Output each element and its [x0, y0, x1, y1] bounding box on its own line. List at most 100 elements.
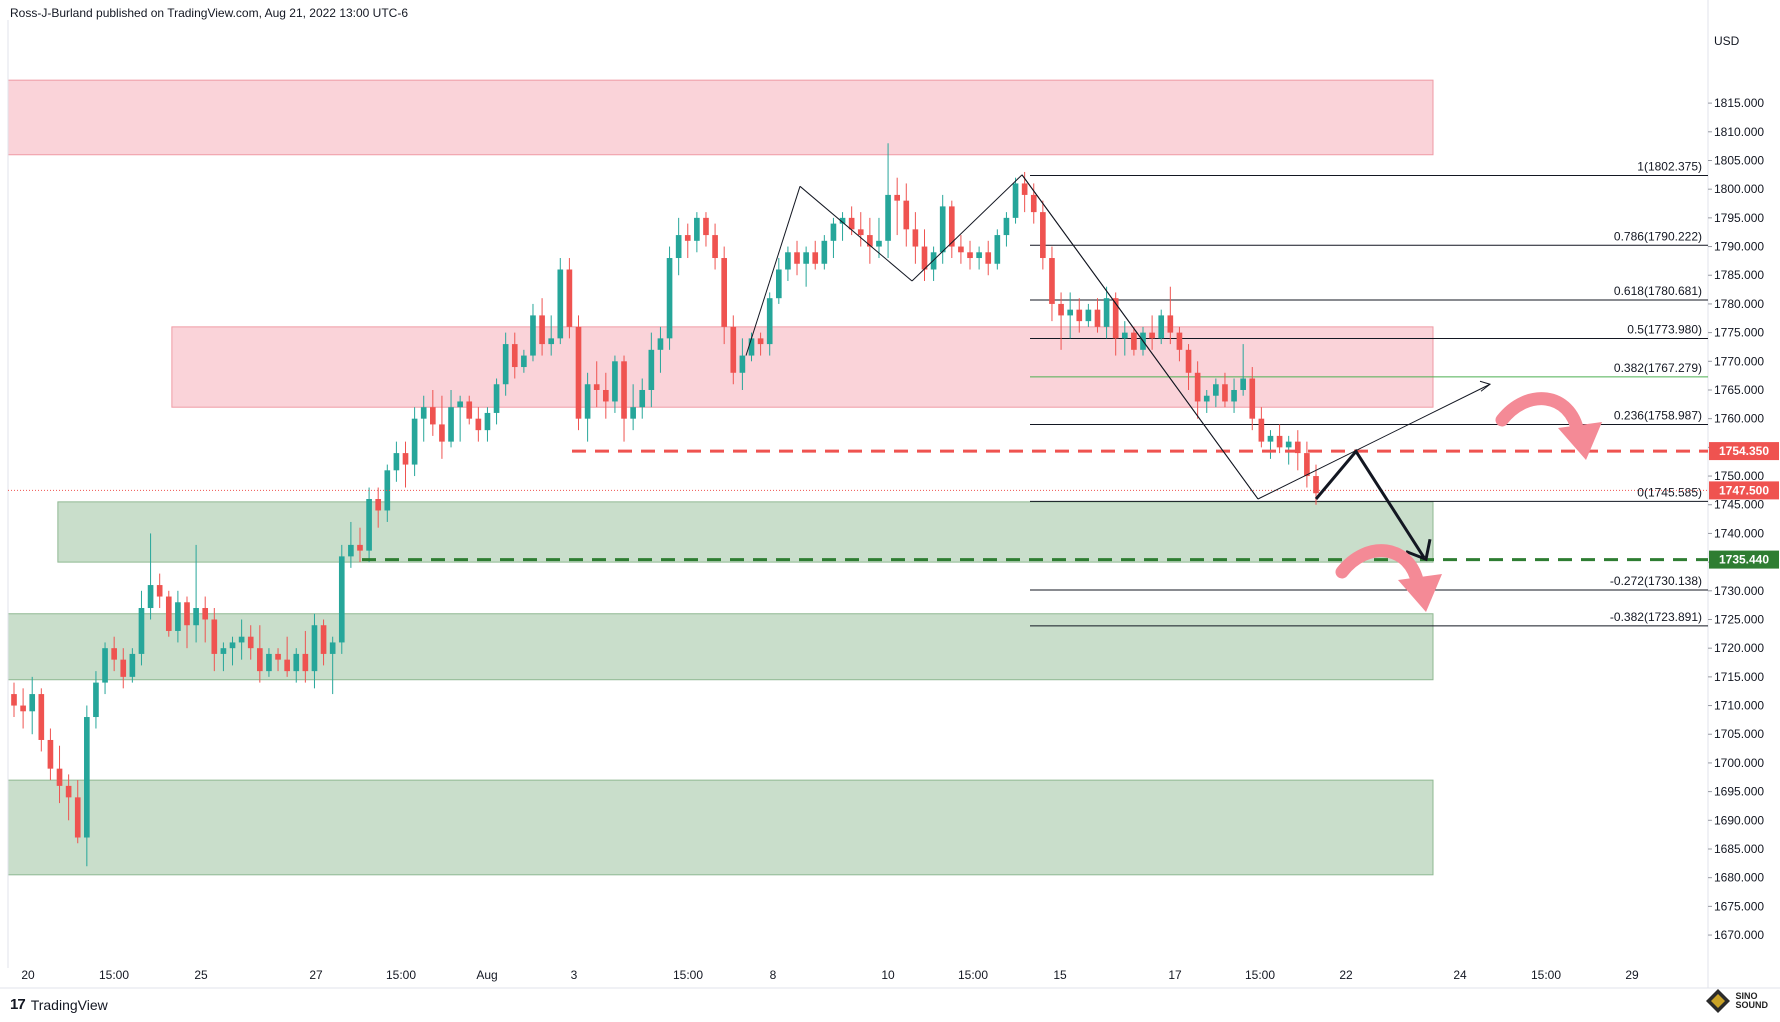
candle-body: [1185, 349, 1192, 373]
candle: [1203, 389, 1210, 413]
candle-body: [848, 217, 855, 230]
candle-body: [484, 412, 491, 431]
candle: [566, 258, 573, 339]
price-tick-label: 1745.000: [1714, 498, 1764, 512]
candle: [47, 728, 54, 781]
candle: [420, 395, 427, 442]
candle: [1194, 361, 1201, 419]
price-tick-label: 1805.000: [1714, 153, 1764, 167]
candle: [293, 648, 300, 683]
candle-body: [384, 470, 391, 511]
candle-body: [703, 217, 709, 236]
candle: [1085, 303, 1092, 327]
candle-body: [930, 252, 937, 270]
candle: [38, 688, 45, 752]
candle: [675, 217, 682, 276]
price-tick-label: 1710.000: [1714, 699, 1764, 713]
pattern-line: [799, 185, 913, 282]
price-axis[interactable]: USD 1815.000 1810.000 1805.000 1800.000 1795.…: [1708, 34, 1779, 942]
candle: [338, 544, 345, 654]
candle: [867, 217, 873, 264]
candle: [1231, 378, 1237, 413]
candle-body: [794, 252, 800, 264]
tv-brand-text: TradingView: [30, 996, 108, 1013]
candle-body: [730, 326, 737, 373]
candle-body: [165, 596, 172, 631]
candle: [557, 258, 564, 345]
candle: [348, 521, 354, 568]
candle-body: [548, 338, 555, 345]
candle: [739, 338, 746, 390]
candle-body: [539, 315, 545, 345]
candle-body: [739, 355, 746, 373]
time-tick-label: 15:00: [958, 968, 988, 982]
price-tick-label: 1725.000: [1714, 612, 1764, 626]
price-tick-label: 1760.000: [1714, 412, 1764, 426]
candle: [876, 217, 882, 259]
candle-body: [338, 556, 345, 643]
candle-body: [329, 642, 336, 654]
candle-body: [302, 653, 309, 672]
price-tick-label: 1775.000: [1714, 326, 1764, 340]
time-tick-label: 15: [1053, 968, 1067, 982]
candle: [311, 613, 318, 689]
candle: [684, 223, 691, 259]
candle-body: [1012, 183, 1019, 218]
candle: [958, 235, 964, 264]
candle: [1030, 183, 1037, 224]
candle: [703, 212, 709, 247]
candle: [621, 355, 627, 442]
candle: [484, 407, 491, 442]
candle-body: [284, 659, 290, 672]
candle-body: [612, 361, 618, 402]
watermark-text-1: SINO: [1735, 991, 1758, 1001]
candle-body: [357, 544, 363, 551]
fib-level-label: 0.786(1790.222): [1614, 229, 1702, 243]
candle-body: [721, 258, 728, 327]
candle-body: [1085, 309, 1092, 322]
candle-body: [366, 499, 372, 551]
candle-body: [257, 648, 263, 672]
candle: [375, 487, 382, 528]
candle-body: [1231, 389, 1237, 402]
candle: [466, 395, 473, 425]
resistance-zone: [7, 79, 1434, 156]
candle: [994, 229, 1001, 270]
tradingview-logo[interactable]: 17 TradingView: [10, 996, 108, 1013]
candle-body: [47, 739, 54, 769]
candle-body: [1058, 303, 1064, 316]
candle-body: [20, 705, 26, 712]
candle: [184, 596, 190, 649]
candle: [1149, 315, 1155, 350]
drawings-back-layer: 1(1802.375) 0.786(1790.222) 0.618(1780.681…: [1030, 160, 1708, 627]
candle-body: [1121, 332, 1128, 339]
fib-level-label: 1(1802.375): [1637, 160, 1702, 174]
candle: [238, 619, 245, 660]
candle-body: [803, 252, 809, 264]
time-tick-label: 29: [1625, 968, 1639, 982]
candle-body: [1194, 372, 1201, 402]
pink-arrow-lower: [1335, 544, 1442, 612]
candle: [229, 636, 236, 666]
candle: [1094, 298, 1101, 333]
price-tick-label: 1730.000: [1714, 584, 1764, 598]
candle: [775, 258, 782, 304]
candle-body: [11, 694, 17, 706]
price-tick-label: 1680.000: [1714, 871, 1764, 885]
candle-body: [948, 206, 955, 247]
candle: [102, 642, 108, 695]
price-tag-label: 1735.440: [1719, 553, 1769, 567]
candle: [1240, 344, 1246, 396]
candle: [885, 143, 891, 259]
candle-body: [65, 785, 72, 798]
candle: [694, 212, 700, 253]
candle: [1076, 298, 1083, 333]
price-tick-label: 1810.000: [1714, 125, 1764, 139]
price-tick-label: 1685.000: [1714, 842, 1764, 856]
support-price-tag: 1735.440: [1709, 550, 1779, 569]
time-tick-label: 3: [571, 968, 578, 982]
candle-body: [894, 194, 900, 201]
candle-body: [120, 659, 127, 677]
time-axis[interactable]: 20 15:00 25 27 15:00 Aug 3 15:00 8 10 15:00 15 17 15:…: [21, 968, 1639, 982]
